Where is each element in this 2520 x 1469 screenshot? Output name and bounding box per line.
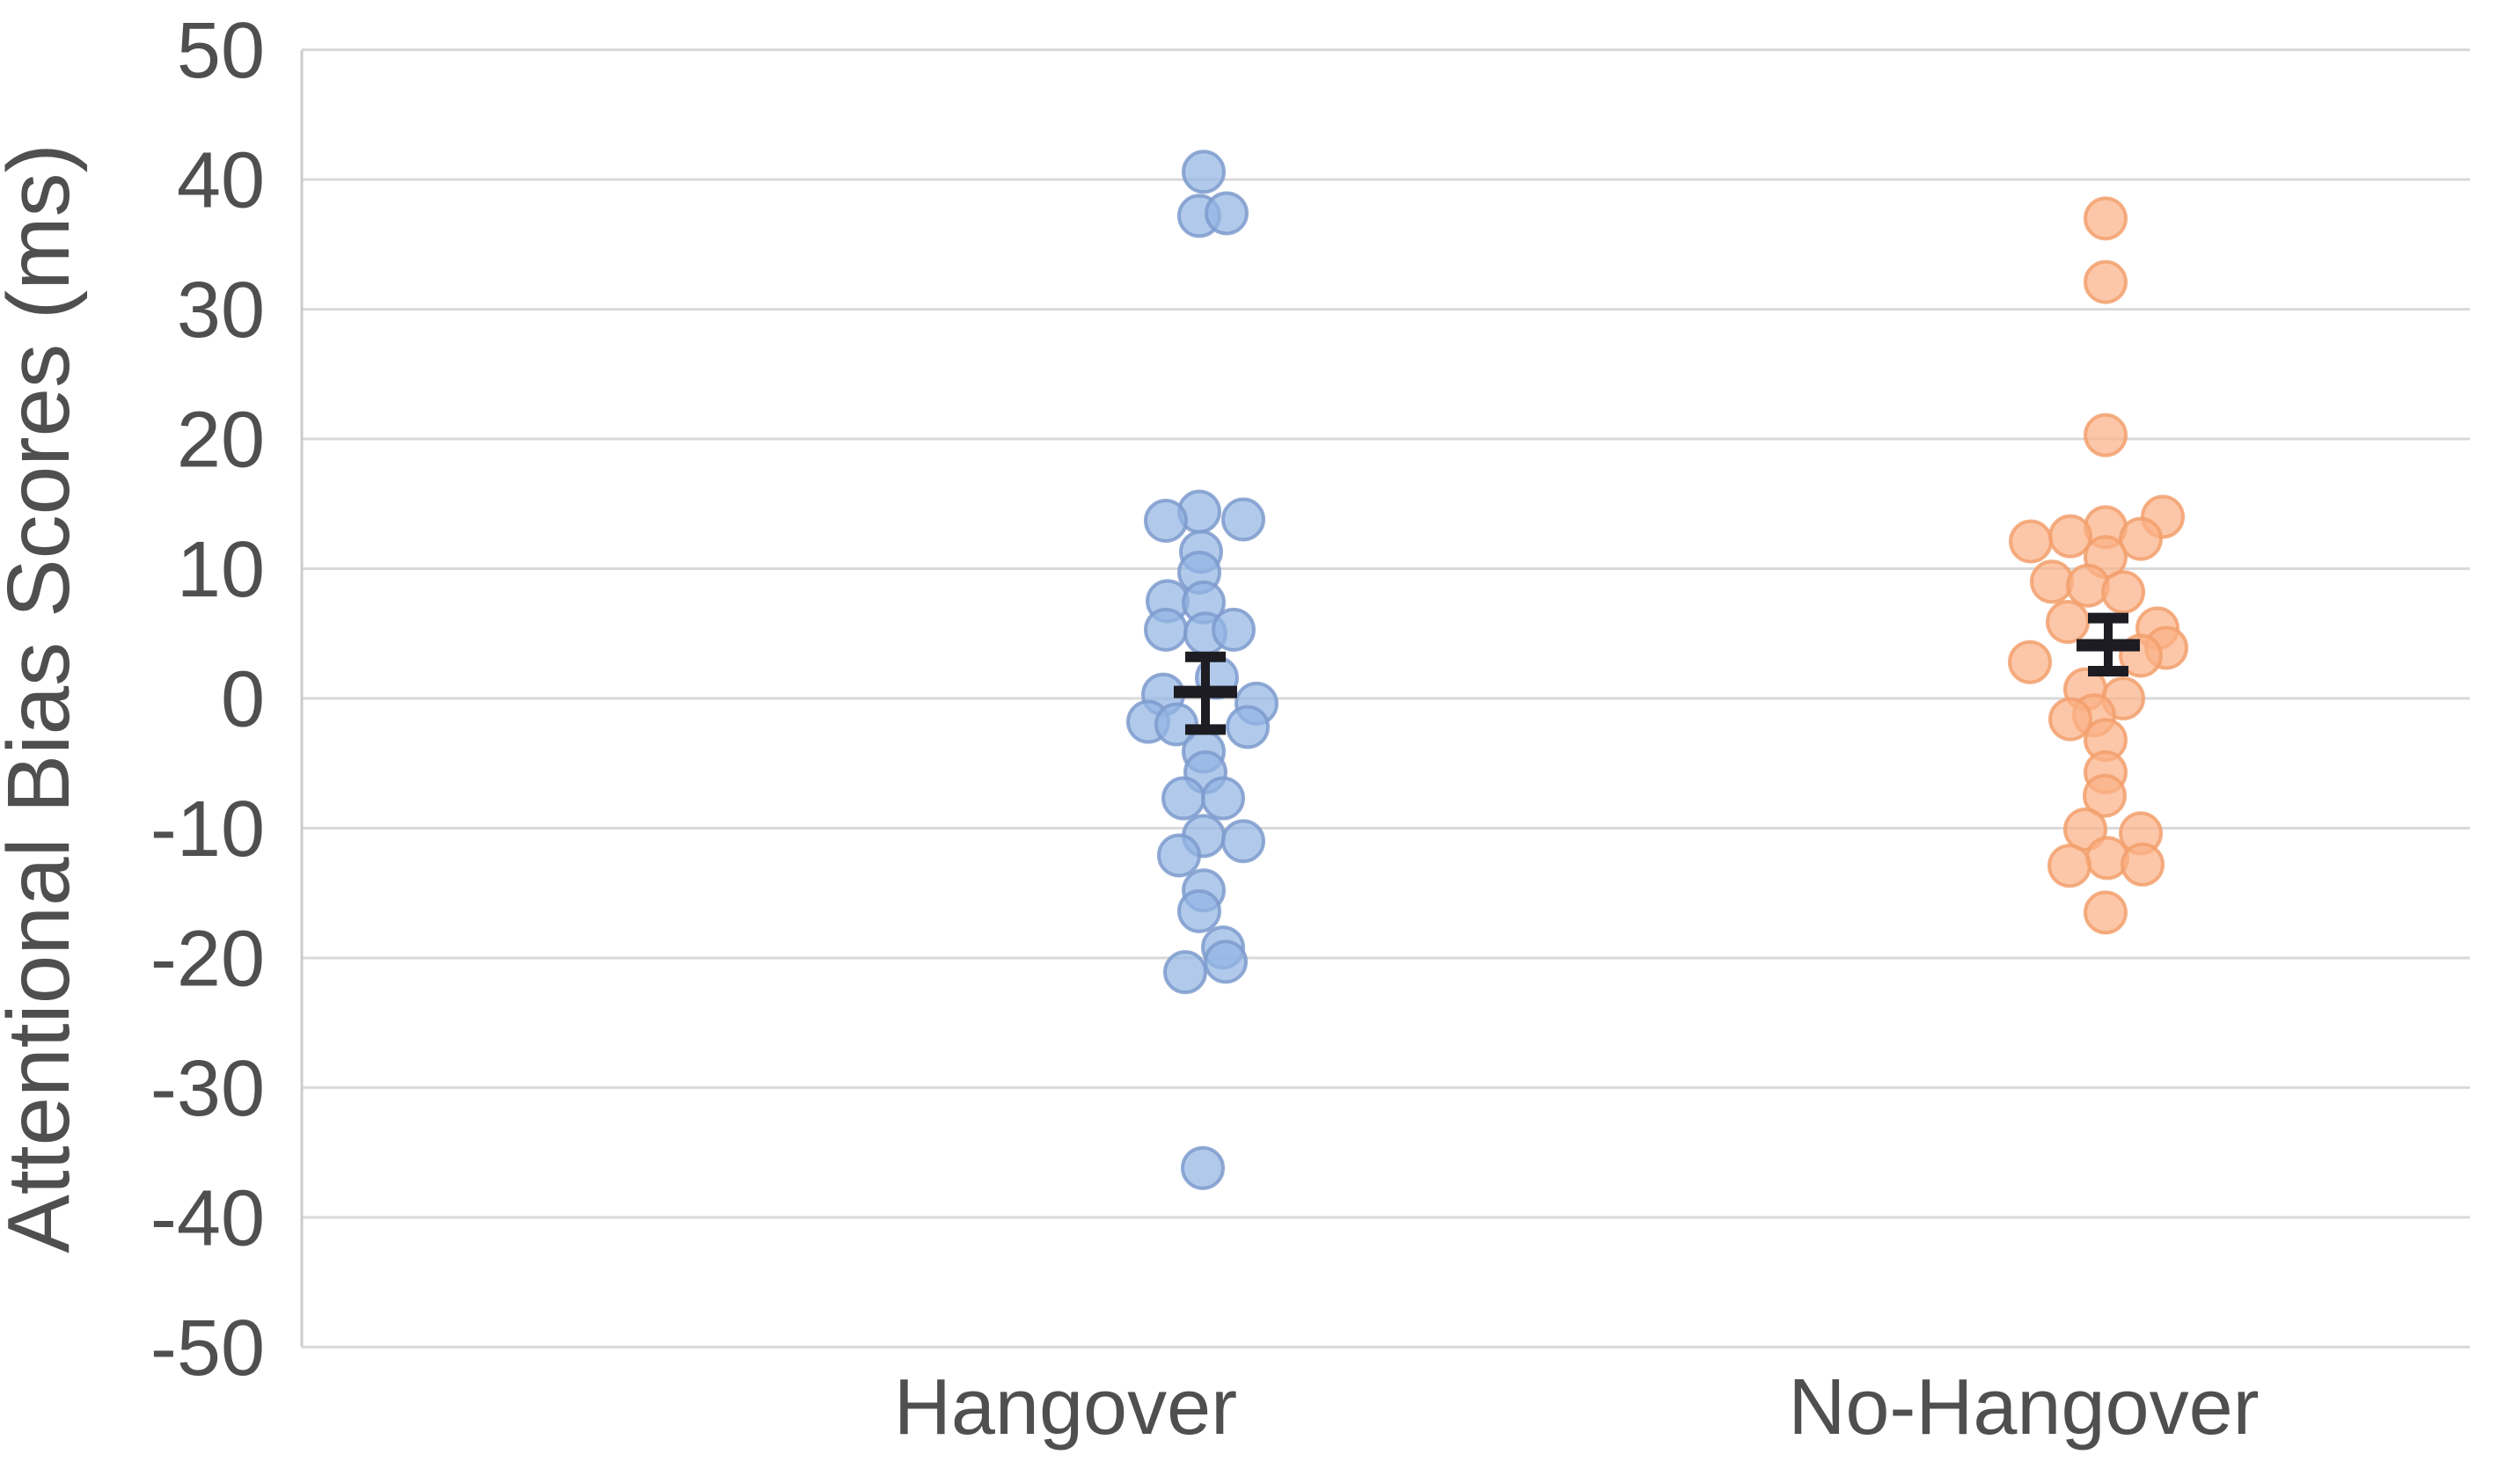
data-point-no-hangover: [2083, 773, 2127, 818]
data-point-hangover: [1144, 498, 1188, 543]
data-point-no-hangover: [2048, 514, 2092, 559]
y-tick-label: 40: [177, 137, 265, 225]
data-point-no-hangover: [2119, 516, 2163, 561]
data-point-hangover: [1163, 950, 1207, 995]
data-point-no-hangover: [2048, 697, 2092, 742]
data-point-hangover: [1205, 191, 1249, 236]
data-point-hangover: [1157, 833, 1201, 878]
data-point-no-hangover: [2084, 413, 2128, 457]
data-point-hangover: [1221, 497, 1265, 542]
error-bars-layer: [1174, 612, 2140, 735]
x-category-label: No-Hangover: [1788, 1363, 2259, 1451]
data-point-no-hangover: [2066, 563, 2110, 608]
data-point-hangover: [1161, 776, 1205, 821]
data-point-hangover: [1181, 1145, 1225, 1190]
error-bar-no-hangover: [2077, 612, 2140, 677]
y-tick-label: 10: [177, 526, 265, 614]
data-point-no-hangover: [2084, 196, 2128, 241]
data-point-hangover: [1221, 819, 1265, 864]
y-tick-label: 20: [177, 397, 265, 485]
data-points-layer: [1126, 150, 2188, 1190]
y-tick-label: -30: [150, 1045, 265, 1133]
y-tick-label: -10: [150, 786, 265, 873]
data-point-no-hangover: [2009, 519, 2053, 564]
y-tick-label: -40: [150, 1174, 265, 1262]
y-tick-label: 50: [177, 7, 265, 95]
data-point-no-hangover: [2085, 836, 2129, 881]
data-point-no-hangover: [2048, 844, 2091, 888]
data-point-hangover: [1177, 888, 1221, 933]
data-point-no-hangover: [2084, 259, 2128, 304]
y-tick-label: -50: [150, 1305, 265, 1392]
data-point-hangover: [1212, 607, 1256, 652]
data-point-no-hangover: [2030, 559, 2074, 604]
gridlines-layer: [302, 48, 2470, 1348]
data-point-no-hangover: [2121, 842, 2165, 887]
data-point-no-hangover: [2101, 570, 2145, 615]
error-bar-hangover: [1174, 651, 1237, 735]
data-point-no-hangover: [2008, 639, 2052, 684]
y-axis-title: Attentional Bias Scores (ms): [0, 143, 88, 1253]
y-tick-label: -20: [150, 915, 265, 1003]
data-point-hangover: [1144, 607, 1188, 652]
data-point-hangover: [1182, 150, 1226, 194]
data-point-hangover: [1201, 776, 1245, 821]
y-tick-label: 30: [177, 267, 265, 354]
data-point-no-hangover: [2046, 599, 2090, 644]
y-tick-label: 0: [221, 656, 265, 744]
data-point-hangover: [1204, 939, 1248, 984]
x-category-label: Hangover: [894, 1363, 1237, 1451]
data-point-no-hangover: [2084, 890, 2128, 935]
data-point-hangover: [1226, 705, 1270, 749]
labels-layer: 50 40 30 20 10 0 -10 -20 -30 -40 -50 Hangover No-Han…: [150, 7, 2260, 1451]
